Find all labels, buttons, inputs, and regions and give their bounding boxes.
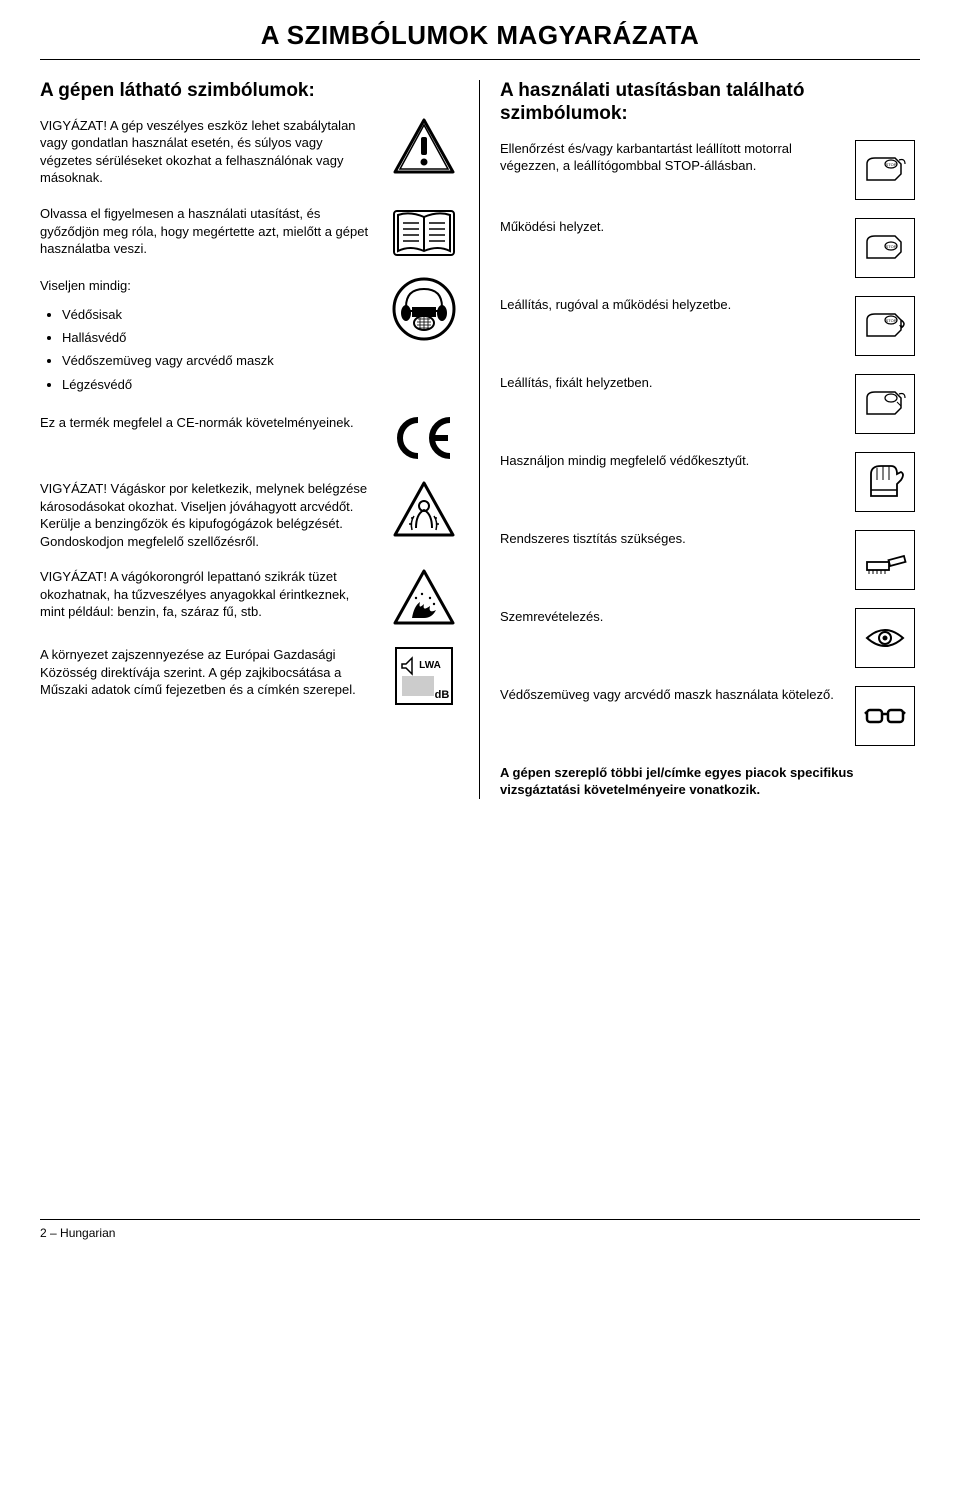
row-cleaning: Rendszeres tisztítás szükséges.: [500, 530, 920, 590]
row-dust: VIGYÁZAT! Vágáskor por keletkezik, melyn…: [40, 480, 459, 550]
row-visual: Szemrevételezés.: [500, 608, 920, 668]
operating-text: Működési helyzet.: [500, 218, 838, 236]
stop-fixed-text: Leállítás, fixált helyzetben.: [500, 374, 838, 392]
manual-icon: [389, 205, 459, 259]
row-read-manual: Olvassa el figyelmesen a használati utas…: [40, 205, 459, 259]
row-stop-spring: Leállítás, rugóval a működési helyzetbe.…: [500, 296, 920, 356]
row-noise: A környezet zajszennyezése az Európai Ga…: [40, 646, 459, 706]
row-sparks: VIGYÁZAT! A vágókorongról lepattanó szik…: [40, 568, 459, 628]
wear-goggles: Védőszemüveg vagy arcvédő maszk: [62, 349, 377, 372]
svg-text:STOP: STOP: [886, 318, 897, 323]
wear-items: Védősisak Hallásvédő Védőszemüveg vagy a…: [40, 303, 377, 397]
cleaning-text: Rendszeres tisztítás szükséges.: [500, 530, 838, 548]
left-heading: A gépen látható szimbólumok:: [40, 80, 459, 103]
eye-icon: [850, 608, 920, 668]
gloves-text: Használjon mindig megfelelő védőkesztyűt…: [500, 452, 838, 470]
row-goggles: Védőszemüveg vagy arcvédő maszk használa…: [500, 686, 920, 746]
goggles-text: Védőszemüveg vagy arcvédő maszk használa…: [500, 686, 838, 704]
lwa-label: LWA: [419, 660, 441, 671]
footer-page-number: 2: [40, 1226, 47, 1240]
visual-text: Szemrevételezés.: [500, 608, 838, 626]
ppe-icon: [389, 277, 459, 341]
row-operating: Működési helyzet. STOP: [500, 218, 920, 278]
row-warning: VIGYÁZAT! A gép veszélyes eszköz lehet s…: [40, 117, 459, 187]
goggles-icon: [850, 686, 920, 746]
stop-fixed-icon: [850, 374, 920, 434]
row-ce: Ez a termék megfelel a CE-normák követel…: [40, 414, 459, 462]
row-stop-fixed: Leállítás, fixált helyzetben.: [500, 374, 920, 434]
footer-language: Hungarian: [60, 1226, 115, 1240]
sparks-text: VIGYÁZAT! A vágókorongról lepattanó szik…: [40, 568, 377, 621]
stop-spring-icon: STOP: [850, 296, 920, 356]
read-text: Olvassa el figyelmesen a használati utas…: [40, 205, 377, 258]
svg-text:STOP: STOP: [886, 162, 897, 167]
other-markings: A gépen szereplő többi jel/címke egyes p…: [500, 764, 920, 799]
stop-check-icon: STOP: [850, 140, 920, 200]
noise-text: A környezet zajszennyezése az Európai Ga…: [40, 646, 377, 699]
dust-icon: [389, 480, 459, 540]
wear-hearing: Hallásvédő: [62, 326, 377, 349]
wear-intro: Viseljen mindig:: [40, 277, 377, 295]
ce-text: Ez a termék megfelel a CE-normák követel…: [40, 414, 377, 432]
stop-check-text: Ellenőrzést és/vagy karbantartást leállí…: [500, 140, 838, 175]
stop-spring-text: Leállítás, rugóval a működési helyzetbe.: [500, 296, 838, 314]
svg-text:STOP: STOP: [886, 244, 897, 249]
row-gloves: Használjon mindig megfelelő védőkesztyűt…: [500, 452, 920, 512]
right-heading: A használati utasításban található szimb…: [500, 80, 920, 126]
noise-icon: LWA dB: [389, 646, 459, 706]
page-title: A SZIMBÓLUMOK MAGYARÁZATA: [40, 20, 920, 51]
row-ppe: Viseljen mindig: Védősisak Hallásvédő Vé…: [40, 277, 459, 396]
db-label: dB: [435, 689, 450, 701]
left-column: A gépen látható szimbólumok: VIGYÁZAT! A…: [40, 80, 480, 799]
row-stop-check: Ellenőrzést és/vagy karbantartást leállí…: [500, 140, 920, 200]
wear-respirator: Légzésvédő: [62, 373, 377, 396]
dust-text: VIGYÁZAT! Vágáskor por keletkezik, melyn…: [40, 480, 377, 550]
sparks-icon: [389, 568, 459, 628]
ce-icon: [389, 414, 459, 462]
operating-icon: STOP: [850, 218, 920, 278]
warning-icon: [389, 117, 459, 177]
cleaning-icon: [850, 530, 920, 590]
title-rule: [40, 59, 920, 60]
gloves-icon: [850, 452, 920, 512]
footer-dash: –: [50, 1226, 60, 1240]
right-column: A használati utasításban található szimb…: [480, 80, 920, 799]
page-footer: 2 – Hungarian: [40, 1219, 920, 1240]
two-column-layout: A gépen látható szimbólumok: VIGYÁZAT! A…: [40, 80, 920, 799]
warning-text: VIGYÁZAT! A gép veszélyes eszköz lehet s…: [40, 117, 377, 187]
wear-helmet: Védősisak: [62, 303, 377, 326]
ppe-list: Viseljen mindig: Védősisak Hallásvédő Vé…: [40, 277, 377, 396]
